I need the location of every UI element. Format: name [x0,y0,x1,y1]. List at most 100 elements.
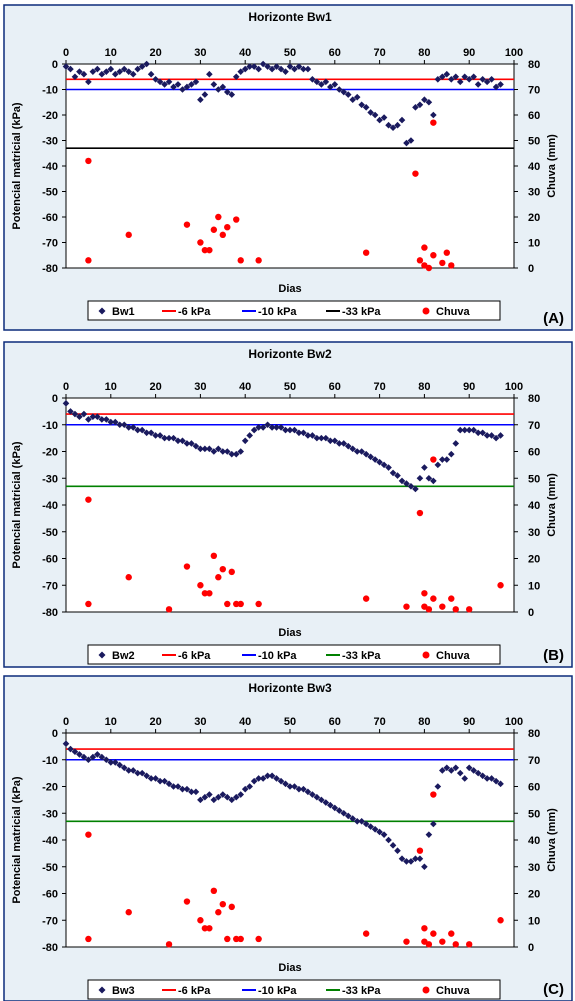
data-point [466,606,473,613]
data-point [407,482,415,490]
data-point [197,796,204,804]
data-point [448,930,455,937]
data-point [394,847,401,854]
data-point [452,606,459,613]
data-point [398,855,406,863]
panel-label: (B) [543,647,564,664]
data-point [147,775,155,782]
data-point [380,461,388,469]
data-point [268,65,276,73]
data-point [344,91,352,98]
data-point [277,777,285,785]
data-point [228,568,235,576]
x-tick-label: 90 [463,716,475,728]
data-point [309,791,316,798]
data-point [394,472,401,479]
data-point [246,432,253,439]
data-point [223,448,231,455]
data-point [241,65,249,73]
data-point [313,793,321,801]
y-tick-label: -40 [42,161,58,173]
y2-tick-label: 40 [528,835,540,847]
data-point [215,909,222,916]
data-point [304,432,312,439]
data-point [85,600,92,608]
y-tick-label: -20 [42,782,58,794]
data-point [318,434,325,442]
data-point [264,772,271,780]
data-point [67,65,74,73]
data-point [416,855,424,863]
y2-tick-label: 10 [528,915,540,927]
data-point [492,83,500,91]
data-point [349,815,357,822]
data-point [161,434,168,442]
x-axis-label: Dias [278,962,301,974]
data-point [138,63,146,70]
y2-tick-label: 50 [528,473,540,485]
data-point [385,464,392,471]
data-point [497,432,504,439]
data-point [447,767,455,774]
data-point [295,785,303,793]
data-point [215,213,222,221]
x-tick-label: 0 [63,716,69,728]
data-point [497,917,504,924]
x-axis-label: Dias [278,283,301,295]
data-point [264,421,271,429]
series-chuva [85,456,504,613]
data-point [197,445,204,453]
data-point [170,783,177,790]
data-point [273,775,280,782]
data-point [255,257,262,264]
data-point [385,836,392,844]
data-point [241,785,249,793]
x-tick-label: 10 [105,716,117,728]
data-point [309,432,316,439]
y2-tick-label: 80 [528,393,540,405]
data-point [237,257,244,264]
data-point [223,793,231,801]
data-point [286,426,294,434]
data-point [358,101,365,109]
data-point [85,496,92,503]
data-point [71,748,79,756]
data-point [156,78,164,86]
data-point [156,777,164,785]
data-point [125,424,133,431]
data-point [439,767,446,774]
data-point [223,88,231,96]
y-tick-label: -80 [42,607,58,619]
legend-marker [98,307,106,315]
data-point [228,91,236,98]
data-point [237,600,244,608]
data-point [394,121,401,129]
x-tick-label: 20 [149,381,161,393]
y-tick-label: -80 [42,942,58,954]
plot-area [65,63,515,269]
data-point [421,244,428,251]
y2-tick-label: 30 [528,862,540,874]
data-point [156,432,164,439]
data-point [192,78,200,86]
data-point [250,63,258,70]
y2-tick-label: 70 [528,85,540,97]
data-point [237,68,245,75]
data-point [398,116,406,124]
data-point [362,450,370,458]
data-point [201,925,209,932]
x-tick-label: 70 [373,716,385,728]
data-point [273,424,280,431]
data-point [465,76,473,83]
data-point [371,111,379,119]
x-tick-label: 50 [284,716,296,728]
data-point [143,429,150,437]
data-point [304,788,312,796]
data-point [416,101,424,109]
data-point [143,60,150,68]
data-point [318,796,325,804]
data-point [300,429,307,437]
y2-tick-label: 0 [528,263,534,275]
y-tick-label: -40 [42,835,58,847]
data-point [89,413,97,421]
